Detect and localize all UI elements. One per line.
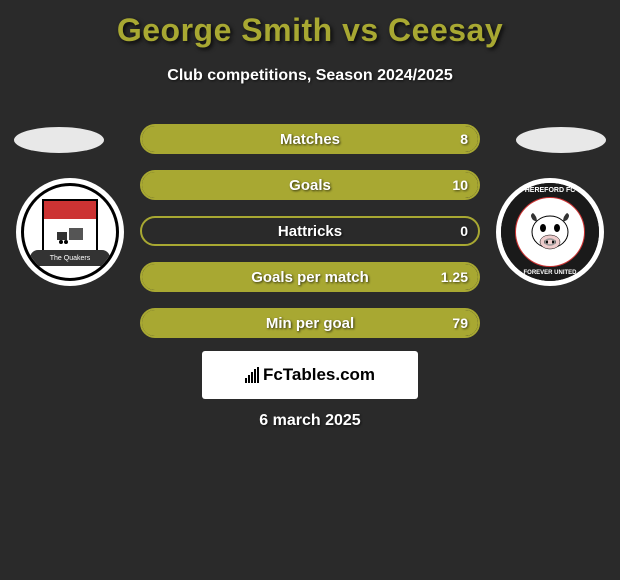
badge-bottom-text: FOREVER UNITED <box>523 270 576 276</box>
stat-value-right: 1.25 <box>441 269 468 285</box>
stat-bar: Matches 8 <box>140 124 480 154</box>
stat-label: Min per goal <box>266 315 354 332</box>
season-subtitle: Club competitions, Season 2024/2025 <box>0 67 620 85</box>
badge-quakers: The Quakers <box>21 183 119 281</box>
stat-label: Goals per match <box>251 269 369 286</box>
badge-banner-text: The Quakers <box>30 250 110 266</box>
player-left-avatar-placeholder <box>14 127 104 153</box>
branding-box: FcTables.com <box>202 351 418 399</box>
stat-bar: Min per goal 79 <box>140 308 480 338</box>
stat-bar: Goals 10 <box>140 170 480 200</box>
stat-label: Hattricks <box>278 223 342 240</box>
stat-value-right: 0 <box>460 223 468 239</box>
club-badge-right: HEREFORD FC FOREVER UNITED <box>496 178 604 286</box>
comparison-title: George Smith vs Ceesay <box>0 0 620 49</box>
stat-bar: Goals per match 1.25 <box>140 262 480 292</box>
stat-label: Matches <box>280 131 340 148</box>
stat-value-right: 10 <box>452 177 468 193</box>
stat-label: Goals <box>289 177 331 194</box>
stat-bar: Hattricks 0 <box>140 216 480 246</box>
club-badge-left: The Quakers <box>16 178 124 286</box>
stat-value-right: 8 <box>460 131 468 147</box>
branding-text: FcTables.com <box>263 365 375 385</box>
date-text: 6 march 2025 <box>259 412 360 430</box>
badge-hereford: HEREFORD FC FOREVER UNITED <box>501 183 599 281</box>
chart-icon <box>245 367 259 383</box>
stat-value-right: 79 <box>452 315 468 331</box>
badge-top-text: HEREFORD FC <box>525 187 576 194</box>
player-right-avatar-placeholder <box>516 127 606 153</box>
stats-container: Matches 8 Goals 10 Hattricks 0 Goals per match… <box>140 124 480 354</box>
